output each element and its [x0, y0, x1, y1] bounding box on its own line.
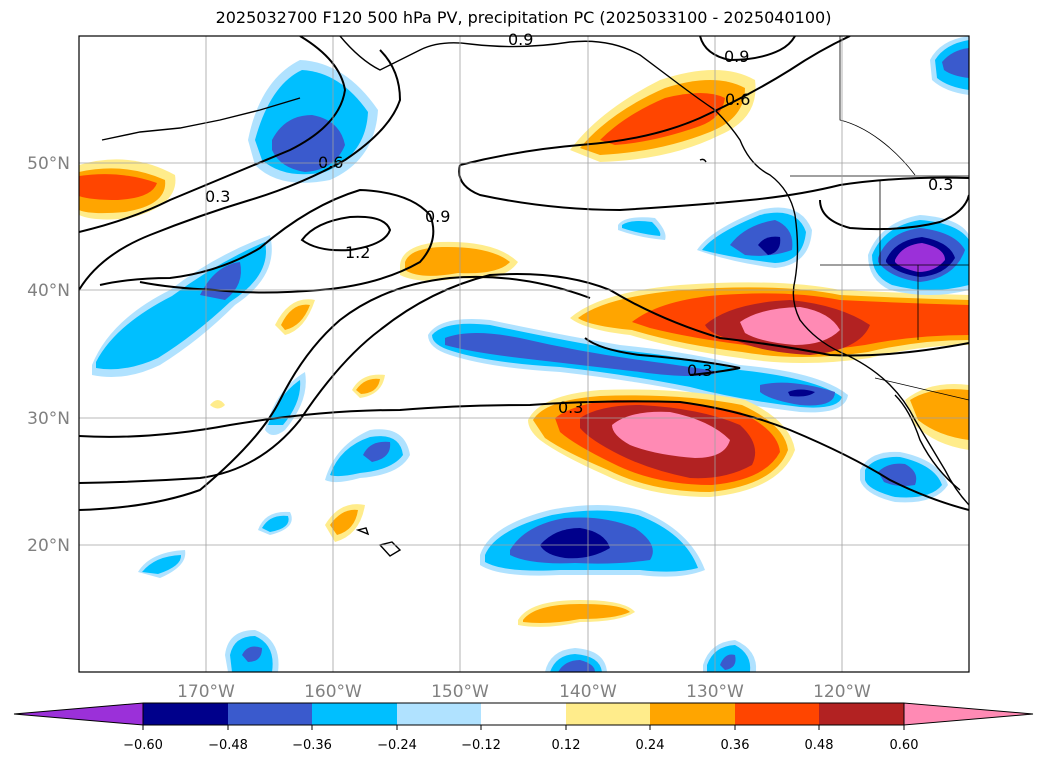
pv-contour-label: 0.3: [558, 398, 583, 417]
colorbar-tick-label: −0.12: [461, 738, 501, 753]
colorbar-extend-high: [903, 702, 1034, 726]
colorbar-segment: [819, 703, 904, 725]
colorbar-tick-label: −0.48: [208, 738, 248, 753]
colorbar-segment: [143, 703, 228, 725]
colorbar-tick-label: 0.36: [721, 738, 750, 753]
colorbar-segment: [566, 703, 650, 725]
colorbar-segment: [481, 703, 566, 725]
pv-contour-line: [819, 194, 969, 231]
pv-contour-label: 0.3: [687, 361, 712, 380]
colorbar-segment: [735, 703, 819, 725]
pv-contour-line: [99, 188, 435, 294]
longitude-labels: 170°W 160°W 150°W 140°W 130°W 120°W: [177, 682, 871, 702]
colorbar-tick-label: −0.24: [377, 738, 417, 753]
colorbar-extend-low: [13, 702, 144, 726]
lat-label: 20°N: [27, 536, 70, 556]
pv-contour-line: [584, 337, 741, 376]
lon-label: 150°W: [431, 682, 489, 702]
lon-label: 140°W: [559, 682, 617, 702]
plot-frame: [78, 35, 970, 673]
pv-contour-line: [458, 164, 969, 212]
lat-label: 50°N: [27, 154, 70, 174]
colorbar: −0.60 −0.48 −0.36 −0.24 −0.12 0.12 0.24 …: [13, 702, 1034, 753]
pv-contour-label: 1.2: [345, 243, 370, 262]
lon-label: 120°W: [813, 682, 871, 702]
colorbar-tick-label: 0.48: [805, 738, 834, 753]
pv-contour-label: 0.6: [318, 153, 343, 172]
colorbar-tick-label: −0.60: [123, 738, 163, 753]
pv-contour-line: [79, 273, 969, 484]
pv-contour-line: [79, 400, 969, 511]
colorbar-segment: [312, 703, 397, 725]
pv-contour-label: 0.9: [508, 30, 533, 49]
pv-contour-line: [79, 49, 402, 291]
pv-contour-label: 0.3: [928, 175, 953, 194]
pv-contour-label: 0.9: [425, 207, 450, 226]
pv-contour-line: [79, 36, 347, 233]
pv-contour-labels: 0.3 0.6 1.2 0.9 0.9 0.9 0.6 0.3 0.3 0.3: [205, 30, 953, 417]
colorbar-tick-label: 0.12: [552, 738, 581, 753]
pv-contour-line: [79, 275, 591, 511]
colorbar-segment: [228, 703, 312, 725]
lon-label: 130°W: [686, 682, 744, 702]
lat-label: 30°N: [27, 409, 70, 429]
map-title: 2025032700 F120 500 hPa PV, precipitatio…: [215, 8, 832, 27]
latitude-labels: 20°N 30°N 40°N 50°N: [27, 154, 70, 556]
pv-contour-label: 0.9: [724, 47, 749, 66]
colorbar-tick-label: 0.24: [636, 738, 665, 753]
colorbar-segment: [397, 703, 481, 725]
pv-contour-line: [459, 36, 851, 166]
gridlines: [79, 36, 969, 672]
pv-contour-label: 0.3: [205, 187, 230, 206]
colorbar-segment: [650, 703, 735, 725]
pv-contour-line: [699, 36, 796, 62]
coastlines: [101, 36, 969, 557]
colorbar-tick-label: 0.60: [890, 738, 919, 753]
lat-label: 40°N: [27, 281, 70, 301]
colorbar-tick-label: −0.36: [292, 738, 332, 753]
pv-contour-label: 0.6: [725, 90, 750, 109]
lon-label: 170°W: [177, 682, 235, 702]
lon-label: 160°W: [304, 682, 362, 702]
